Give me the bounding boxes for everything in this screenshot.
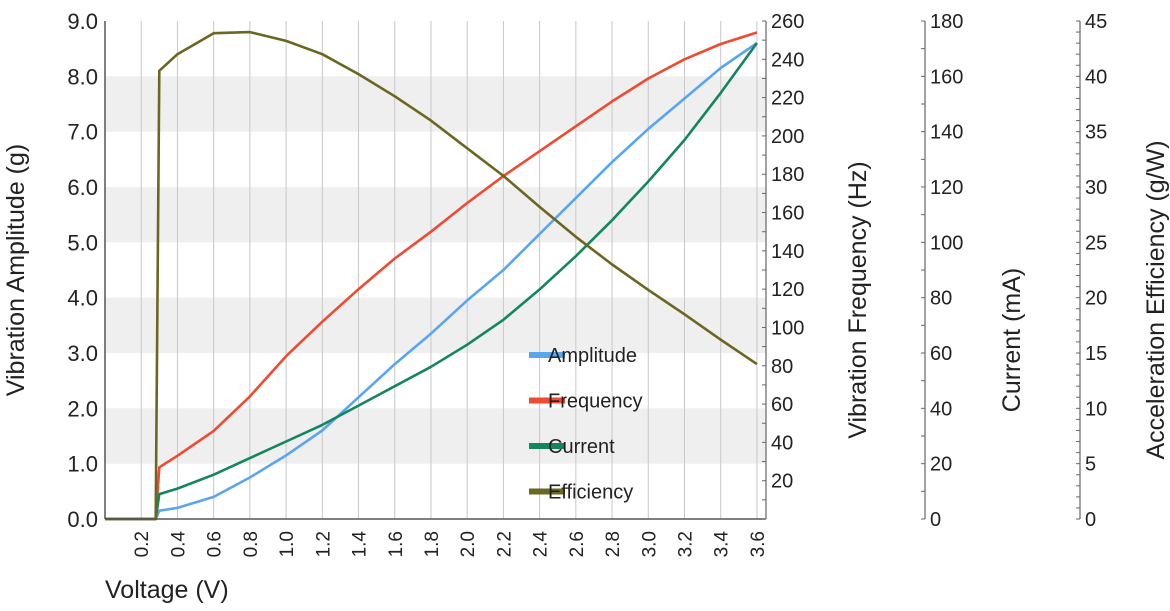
x-tick-label: 2.4 bbox=[531, 531, 552, 558]
y-tick-label-freq: 220 bbox=[771, 88, 804, 110]
grid-band bbox=[105, 408, 766, 464]
legend-label-current: Current bbox=[548, 436, 615, 458]
x-tick-label: 1.4 bbox=[350, 531, 371, 558]
y-tick-label-amplitude: 1.0 bbox=[67, 452, 98, 477]
legend-label-frequency: Frequency bbox=[548, 391, 643, 413]
y-tick-label-amplitude: 9.0 bbox=[67, 9, 98, 34]
series-line-current bbox=[105, 42, 758, 521]
y-tick-label-freq: 180 bbox=[771, 164, 804, 186]
y-axis-label-amplitude: Vibration Amplitude (g) bbox=[2, 144, 30, 396]
y-tick-label-amplitude: 4.0 bbox=[67, 286, 98, 311]
y-tick-label-eff: 10 bbox=[1085, 398, 1107, 420]
y-tick-label-amplitude: 8.0 bbox=[67, 64, 98, 89]
x-tick-label: 2.6 bbox=[567, 531, 588, 557]
y-axis-label-current: Current (mA) bbox=[998, 268, 1026, 412]
x-tick-label: 0.2 bbox=[132, 531, 153, 557]
y-tick-label-eff: 20 bbox=[1085, 288, 1107, 310]
y-tick-label-freq: 240 bbox=[771, 49, 804, 71]
y-tick-label-cur: 80 bbox=[930, 288, 952, 310]
y-tick-label-eff: 15 bbox=[1085, 343, 1107, 365]
x-tick-label: 0.8 bbox=[241, 531, 262, 557]
y-tick-label-freq: 160 bbox=[771, 203, 804, 225]
y-tick-label-eff: 0 bbox=[1085, 509, 1096, 531]
x-tick-label: 1.8 bbox=[422, 531, 443, 557]
y-tick-label-cur: 160 bbox=[930, 66, 963, 88]
y-tick-label-eff: 5 bbox=[1085, 454, 1096, 476]
y-tick-label-eff: 40 bbox=[1085, 66, 1107, 88]
y-tick-label-cur: 140 bbox=[930, 122, 963, 144]
grid-band bbox=[105, 297, 766, 353]
x-tick-label: 2.0 bbox=[458, 531, 479, 557]
x-tick-label: 3.2 bbox=[676, 531, 697, 557]
series-line-frequency bbox=[105, 31, 758, 521]
y-tick-label-amplitude: 7.0 bbox=[67, 120, 98, 145]
y-tick-label-cur: 60 bbox=[930, 343, 952, 365]
y-tick-label-amplitude: 6.0 bbox=[67, 175, 98, 200]
x-tick-label: 1.2 bbox=[313, 531, 334, 557]
y-tick-label-freq: 140 bbox=[771, 241, 804, 263]
y-tick-label-cur: 0 bbox=[930, 509, 941, 531]
x-tick-label: 3.0 bbox=[639, 531, 660, 557]
y-tick-label-freq: 40 bbox=[771, 432, 793, 454]
y-tick-label-cur: 40 bbox=[930, 398, 952, 420]
y-tick-label-eff: 35 bbox=[1085, 122, 1107, 144]
x-tick-label: 2.2 bbox=[494, 531, 515, 557]
y-tick-label-freq: 60 bbox=[771, 394, 793, 416]
y-tick-label-cur: 120 bbox=[930, 177, 963, 199]
y-axis-label-efficiency: Acceleration Efficiency (g/W) bbox=[1142, 140, 1170, 459]
y-tick-label-eff: 25 bbox=[1085, 232, 1107, 254]
y-axis-label-frequency: Vibration Frequency (Hz) bbox=[844, 161, 872, 438]
vertical-gridlines bbox=[140, 21, 758, 519]
background-bands bbox=[105, 76, 766, 464]
y-tick-label-eff: 30 bbox=[1085, 177, 1107, 199]
y-tick-label-freq: 260 bbox=[771, 11, 804, 33]
y-tick-label-freq: 80 bbox=[771, 356, 793, 378]
x-tick-label: 2.8 bbox=[603, 531, 624, 557]
x-tick-label: 0.4 bbox=[168, 531, 189, 558]
y-tick-label-cur: 20 bbox=[930, 454, 952, 476]
series-lines bbox=[105, 30, 758, 521]
y-tick-label-freq: 120 bbox=[771, 279, 804, 301]
y-tick-label-freq: 200 bbox=[771, 126, 804, 148]
x-tick-label: 3.4 bbox=[712, 531, 733, 558]
y-tick-label-freq: 100 bbox=[771, 317, 804, 339]
y-tick-label-amplitude: 5.0 bbox=[67, 230, 98, 255]
y-tick-label-eff: 45 bbox=[1085, 11, 1107, 33]
axes: 0.2 0.4 0.6 0.8 1.0 1.2 1.4 1.6 1.8 2.0 2.2 2.4 2.6 2… bbox=[67, 9, 1107, 557]
series-line-amplitude bbox=[105, 42, 758, 521]
grid-band bbox=[105, 187, 766, 243]
y-tick-label-amplitude: 2.0 bbox=[67, 396, 98, 421]
series-line-efficiency bbox=[105, 30, 758, 521]
x-tick-label: 0.6 bbox=[205, 531, 226, 557]
legend-label-efficiency: Efficiency bbox=[548, 482, 633, 504]
legend-label-amplitude: Amplitude bbox=[548, 345, 637, 367]
x-tick-label: 1.6 bbox=[386, 531, 407, 557]
x-tick-label: 1.0 bbox=[277, 531, 298, 557]
legend: Amplitude Frequency Current Efficiency bbox=[529, 345, 643, 504]
x-axis-label: Voltage (V) bbox=[105, 576, 229, 604]
y-tick-label-amplitude: 0.0 bbox=[67, 507, 98, 532]
y-tick-label-cur: 180 bbox=[930, 11, 963, 33]
y-tick-label-cur: 100 bbox=[930, 232, 963, 254]
x-tick-label: 3.6 bbox=[748, 531, 769, 557]
y-tick-label-amplitude: 3.0 bbox=[67, 341, 98, 366]
y-tick-label-freq: 20 bbox=[771, 471, 793, 493]
